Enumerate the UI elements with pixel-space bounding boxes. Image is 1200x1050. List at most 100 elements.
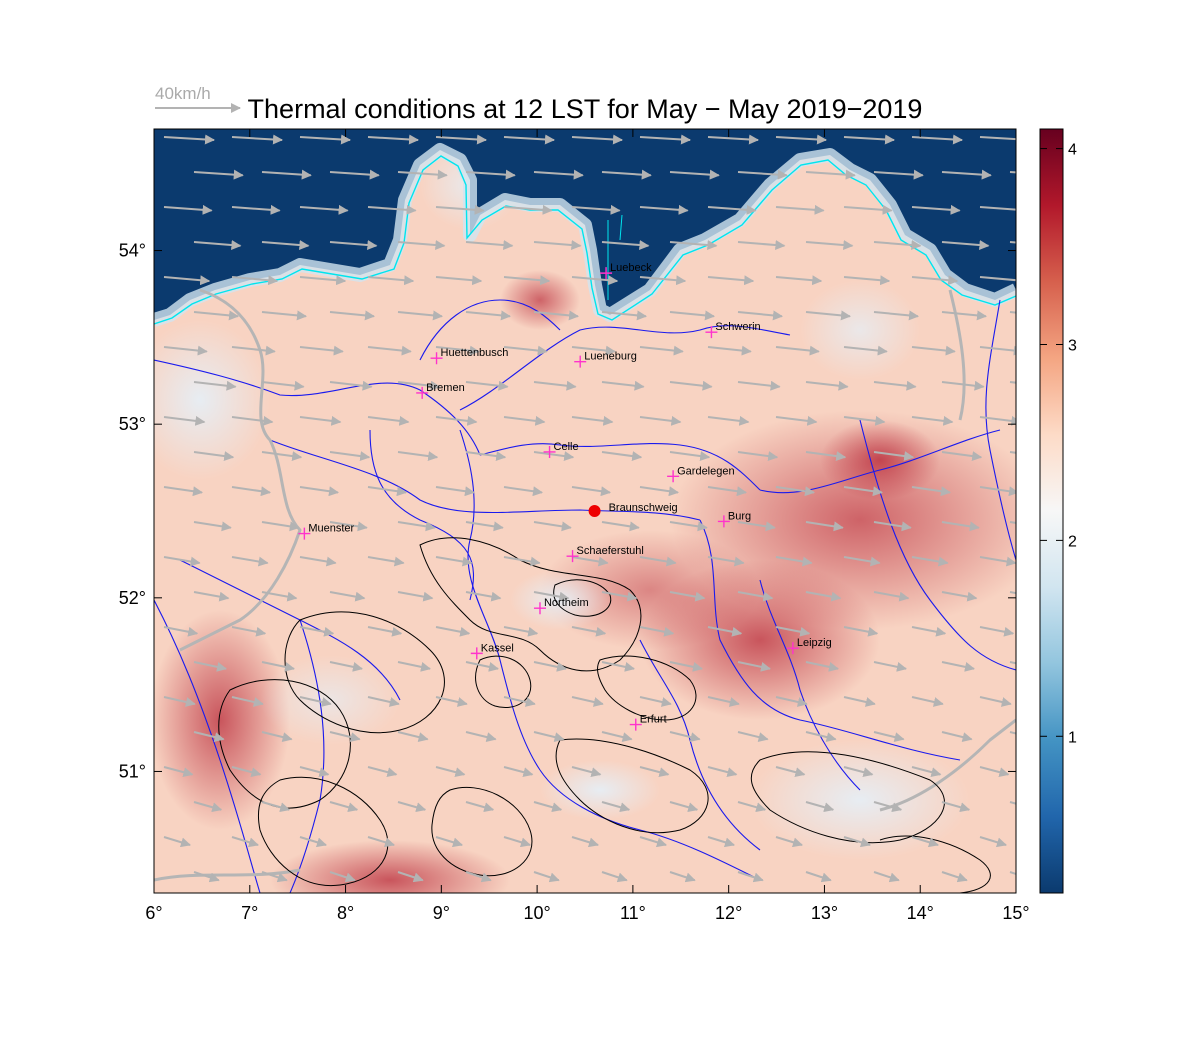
city-label: Lueneburg bbox=[584, 351, 637, 363]
wind-arrow bbox=[669, 731, 701, 742]
wind-arrow bbox=[299, 275, 347, 286]
wind-arrow bbox=[435, 486, 475, 497]
wind-arrow bbox=[873, 521, 912, 532]
city-marker: Burg bbox=[717, 510, 751, 528]
wind-arrow bbox=[299, 204, 349, 215]
wind-arrow bbox=[775, 486, 815, 497]
wind-arrow bbox=[329, 871, 356, 883]
x-tick-label: 7° bbox=[241, 903, 258, 923]
wind-arrow bbox=[639, 836, 667, 848]
wind-arrow bbox=[707, 415, 750, 426]
wind-arrow bbox=[775, 345, 820, 356]
wind-arrow bbox=[533, 451, 575, 462]
wind-arrow bbox=[367, 134, 419, 145]
wind-arrow bbox=[435, 626, 471, 637]
wind-arrow bbox=[261, 310, 307, 321]
city-marker: Huettenbusch bbox=[430, 347, 509, 365]
wind-arrow bbox=[571, 134, 623, 145]
wind-arrow bbox=[397, 380, 441, 391]
x-tick-label: 6° bbox=[145, 903, 162, 923]
wind-arrow bbox=[775, 204, 825, 215]
wind-arrow bbox=[193, 591, 230, 602]
wind-arrow bbox=[873, 731, 905, 742]
wind-arrow bbox=[601, 731, 633, 742]
city-cross-icon bbox=[543, 445, 556, 458]
wind-arrow bbox=[979, 556, 1016, 567]
wind-arrow bbox=[163, 556, 201, 567]
wind-arrow bbox=[163, 836, 191, 848]
wind-arrow bbox=[193, 521, 232, 532]
wind-arrow bbox=[737, 661, 771, 672]
y-tick-label: 54° bbox=[119, 241, 146, 261]
wind-arrow bbox=[533, 731, 565, 742]
wind-arrow bbox=[639, 134, 691, 145]
wind-arrow bbox=[533, 801, 563, 813]
wind-arrow bbox=[911, 836, 939, 848]
city-cross-icon bbox=[470, 647, 483, 660]
wind-arrow bbox=[941, 380, 985, 391]
x-tick-label: 15° bbox=[1002, 903, 1029, 923]
wind-arrow bbox=[1009, 661, 1016, 665]
wind-arrow bbox=[465, 380, 509, 391]
wind-arrow bbox=[163, 204, 213, 215]
wind-arrow bbox=[737, 380, 781, 391]
colorbar bbox=[1039, 128, 1064, 894]
wind-arrow bbox=[737, 169, 788, 180]
city-marker: Luebeck bbox=[600, 262, 652, 280]
wind-arrow bbox=[737, 591, 774, 602]
wind-arrow bbox=[193, 240, 242, 251]
wind-arrow bbox=[979, 206, 1016, 211]
x-tick-label: 10° bbox=[523, 903, 550, 923]
y-tick-label: 51° bbox=[119, 761, 146, 781]
y-tick-label: 52° bbox=[119, 588, 146, 608]
wind-arrow bbox=[601, 521, 640, 532]
city-cross-icon bbox=[667, 470, 680, 483]
wind-arrow bbox=[329, 240, 378, 251]
wind-arrow bbox=[601, 169, 652, 180]
wind-arrow bbox=[941, 240, 990, 251]
x-tick-label: 9° bbox=[433, 903, 450, 923]
city-marker: Celle bbox=[543, 441, 579, 458]
wind-arrow bbox=[1009, 801, 1016, 805]
wind-arrow bbox=[465, 591, 502, 602]
wind-arrow bbox=[503, 415, 546, 426]
wind-arrow bbox=[465, 169, 516, 180]
wind-arrow bbox=[737, 451, 779, 462]
wind-arrow bbox=[299, 345, 344, 356]
wind-arrow bbox=[299, 626, 335, 637]
wind-arrow bbox=[503, 134, 555, 145]
city-label: Muenster bbox=[308, 523, 354, 535]
wind-arrow bbox=[843, 204, 893, 215]
city-label: Schaeferstuhl bbox=[577, 545, 644, 557]
wind-arrow bbox=[231, 556, 269, 567]
wind-arrow bbox=[805, 591, 842, 602]
wind-arrow bbox=[639, 275, 687, 286]
wind-arrow bbox=[873, 801, 903, 813]
city-label: Schwerin bbox=[715, 321, 760, 333]
wind-arrow bbox=[367, 626, 403, 637]
wind-arrow bbox=[941, 169, 992, 180]
city-label: Huettenbusch bbox=[441, 347, 509, 359]
wind-arrow bbox=[911, 486, 951, 497]
wind-arrow bbox=[843, 766, 874, 778]
map-frame bbox=[153, 128, 1017, 894]
wind-arrow bbox=[707, 134, 759, 145]
wind-arrow bbox=[941, 871, 968, 883]
wind-arrow bbox=[669, 310, 715, 321]
wind-arrow bbox=[737, 801, 767, 813]
city-label: Leipzig bbox=[797, 637, 832, 649]
wind-arrow bbox=[397, 310, 443, 321]
wind-arrow bbox=[261, 240, 310, 251]
city-cross-icon bbox=[298, 527, 311, 540]
wind-arrow bbox=[707, 626, 743, 637]
wind-arrow bbox=[669, 521, 708, 532]
wind-arrow bbox=[843, 486, 883, 497]
coastal-zone bbox=[154, 143, 1016, 327]
wind-arrow bbox=[601, 380, 645, 391]
wind-arrow bbox=[261, 731, 293, 742]
city-cross-icon bbox=[533, 602, 546, 615]
colorbar-tick-label: 4 bbox=[1068, 142, 1077, 159]
wind-arrow bbox=[231, 696, 264, 707]
wind-arrow bbox=[601, 310, 647, 321]
wind-arrow bbox=[775, 556, 813, 567]
